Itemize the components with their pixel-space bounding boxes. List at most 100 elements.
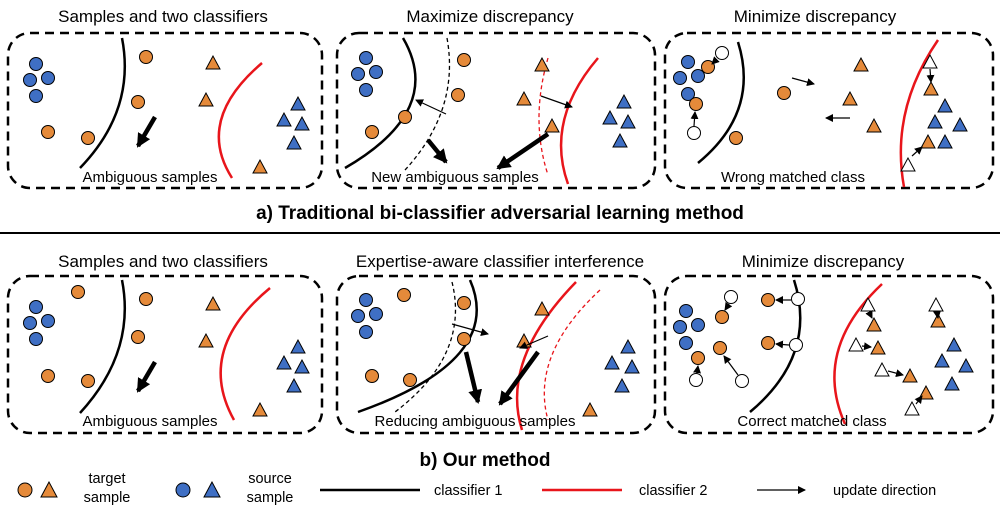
panel-b2: Expertise-aware classifier interference: [335, 252, 657, 435]
target-triangles: [516, 56, 560, 133]
target-circles: [365, 288, 471, 387]
legend: target sample source sample classifier 1…: [17, 471, 936, 506]
update-arrow: [914, 395, 923, 405]
panel-a3-title: Minimize discrepancy: [734, 7, 897, 26]
update-arrow: [911, 146, 923, 157]
source-triangles: [604, 338, 640, 393]
panel-b3: Minimize discrepancy: [663, 252, 995, 435]
classifier-2-curve: [219, 287, 271, 421]
ghost-triangles: [900, 53, 938, 172]
target-triangles: [516, 300, 598, 417]
source-circles: [673, 55, 705, 101]
panel-a3-frame: [663, 31, 995, 190]
source-circles: [351, 51, 383, 97]
update-arrow: [723, 355, 739, 376]
ghost-triangles: [848, 296, 944, 416]
ambiguous-arrow: [136, 115, 157, 148]
target-triangles: [866, 312, 946, 400]
ghost-circles: [689, 290, 805, 388]
update-arrow: [775, 340, 790, 349]
ambiguous-arrow: [496, 132, 550, 170]
update-arrow: [711, 56, 720, 65]
source-circles: [351, 293, 383, 339]
target-triangles: [842, 56, 939, 149]
target-circles: [691, 293, 775, 365]
panel-b1-label: Ambiguous samples: [82, 413, 217, 430]
target-triangles: [198, 54, 268, 174]
classifier-1-curve: [697, 41, 745, 164]
update-arrow: [887, 369, 904, 378]
panel-b2-title: Expertise-aware classifier interference: [356, 252, 644, 271]
update-arrow: [724, 301, 733, 311]
row-a-caption: a) Traditional bi-classifier adversarial…: [256, 203, 744, 224]
old-classifier-2-curve: [543, 289, 601, 421]
panel-b2-label: Reducing ambiguous samples: [375, 413, 576, 430]
update-arrow: [540, 95, 573, 109]
panel-a2-label: New ambiguous samples: [371, 169, 539, 186]
legend-target-circle: [17, 482, 33, 498]
update-arrow: [865, 309, 873, 319]
ambiguous-arrow: [463, 351, 483, 404]
source-triangles: [276, 95, 310, 150]
legend-update-label: update direction: [833, 483, 936, 499]
legend-source-circle: [175, 482, 191, 498]
update-arrow: [415, 99, 447, 115]
source-triangles: [927, 97, 968, 149]
old-classifier-1-curve: [404, 37, 451, 171]
update-arrow: [519, 335, 549, 349]
classifier-1-curve: [79, 279, 126, 414]
panel-b1: Samples and two classifiers: [6, 252, 324, 435]
legend-source-label-line2: sample: [247, 490, 294, 506]
panel-a1: Samples and two classifiers Amb: [6, 7, 324, 190]
target-circles: [41, 285, 153, 388]
target-circles: [365, 53, 471, 139]
panel-b3-frame: [663, 274, 995, 435]
legend-classifier-2-label: classifier 2: [639, 483, 708, 499]
legend-target-label-line1: target: [88, 471, 125, 487]
panel-b1-frame: [6, 274, 324, 435]
old-classifier-1-curve: [394, 281, 457, 413]
panel-b1-title: Samples and two classifiers: [58, 252, 268, 271]
update-arrow: [693, 365, 701, 374]
classifier-1-curve: [344, 37, 417, 170]
source-triangles: [276, 338, 310, 393]
panel-a1-frame: [6, 31, 324, 190]
ambiguous-arrow: [136, 360, 157, 393]
legend-classifier-1-label: classifier 1: [434, 483, 503, 499]
legend-source-triangle: [203, 480, 221, 498]
panel-b3-title: Minimize discrepancy: [742, 252, 905, 271]
source-circles: [23, 57, 55, 103]
target-triangles: [198, 295, 268, 417]
update-arrow: [933, 310, 941, 319]
update-arrow: [861, 342, 872, 351]
panel-a2: Maximize discrepancy: [335, 7, 657, 190]
panel-b3-label: Correct matched class: [737, 413, 886, 430]
classifier-2-curve: [559, 57, 599, 185]
classifier-1-curve: [357, 279, 478, 414]
source-circles: [23, 300, 55, 346]
update-arrow: [791, 77, 815, 87]
ambiguous-arrow: [498, 350, 540, 406]
source-triangles: [602, 93, 636, 148]
target-circles: [41, 50, 153, 145]
ambiguous-arrow: [426, 138, 448, 164]
update-arrow: [451, 323, 489, 336]
legend-target-triangle: [40, 480, 58, 498]
update-arrow: [926, 68, 935, 83]
legend-target-label-line2: sample: [84, 490, 131, 506]
panel-a1-title: Samples and two classifiers: [58, 7, 268, 26]
classifier-1-curve: [79, 37, 126, 169]
classifier-2-curve: [515, 281, 577, 431]
source-triangles: [934, 336, 974, 391]
panel-a3: Minimize discrepancy: [663, 7, 995, 190]
legend-source-label-line1: source: [248, 471, 292, 487]
old-classifier-2-curve: [538, 57, 549, 176]
panel-a2-frame: [335, 31, 657, 190]
panel-a3-label: Wrong matched class: [721, 169, 865, 186]
update-arrow: [690, 111, 699, 127]
panel-a2-title: Maximize discrepancy: [406, 7, 574, 26]
panel-b2-frame: [335, 274, 657, 435]
source-circles: [673, 304, 705, 350]
